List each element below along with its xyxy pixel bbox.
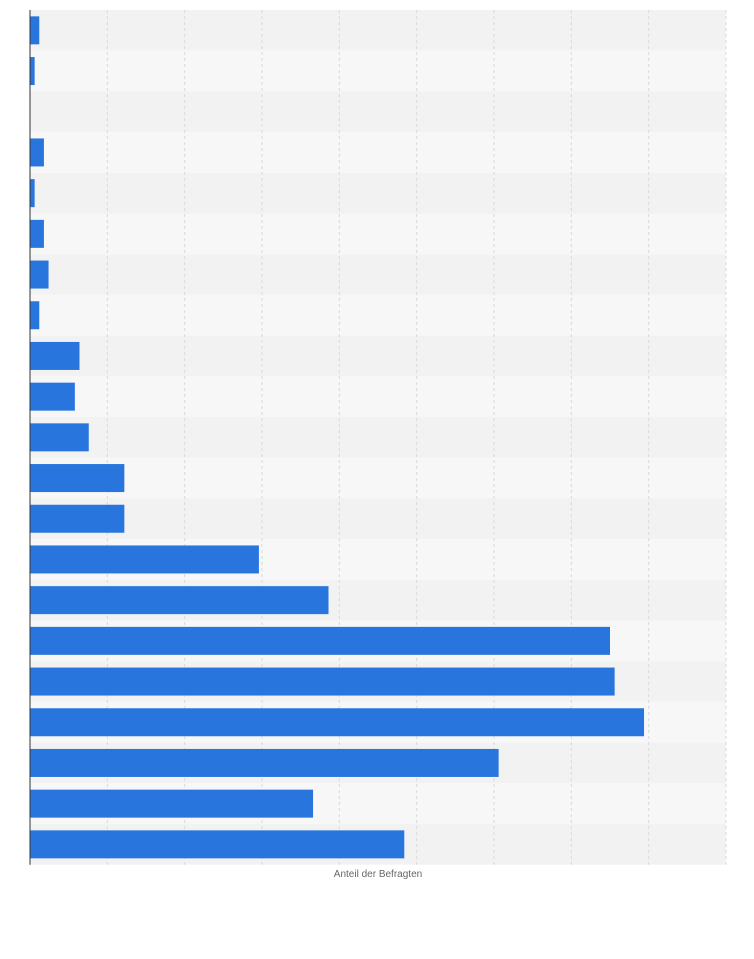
bar xyxy=(30,789,314,818)
row-band xyxy=(30,498,726,540)
bar xyxy=(30,626,610,655)
row-band xyxy=(30,50,726,92)
bar xyxy=(30,57,35,86)
bar xyxy=(30,260,49,289)
row-band xyxy=(30,294,726,336)
bar xyxy=(30,138,44,167)
row-band xyxy=(30,335,726,377)
bars xyxy=(30,16,645,859)
bar xyxy=(30,179,35,208)
bar xyxy=(30,464,125,493)
bar xyxy=(30,545,259,574)
bar xyxy=(30,708,645,737)
bar xyxy=(30,341,80,370)
row-band xyxy=(30,376,726,417)
bar xyxy=(30,504,125,533)
row-band xyxy=(30,213,726,255)
bar xyxy=(30,667,615,696)
bar xyxy=(30,830,405,859)
bar xyxy=(30,423,89,452)
gridlines xyxy=(106,10,727,865)
x-axis-title: Anteil der Befragten xyxy=(333,869,423,880)
bar xyxy=(30,748,499,777)
bar xyxy=(30,219,44,248)
row-band xyxy=(30,172,726,214)
row-band xyxy=(30,254,726,295)
bar xyxy=(30,586,329,615)
bar xyxy=(30,301,40,330)
bar xyxy=(30,382,75,411)
row-bands xyxy=(30,10,726,865)
row-band xyxy=(30,417,726,458)
bar xyxy=(30,16,40,45)
row-band xyxy=(30,10,726,51)
row-band xyxy=(30,91,726,133)
row-band xyxy=(30,132,726,173)
row-band xyxy=(30,457,726,499)
